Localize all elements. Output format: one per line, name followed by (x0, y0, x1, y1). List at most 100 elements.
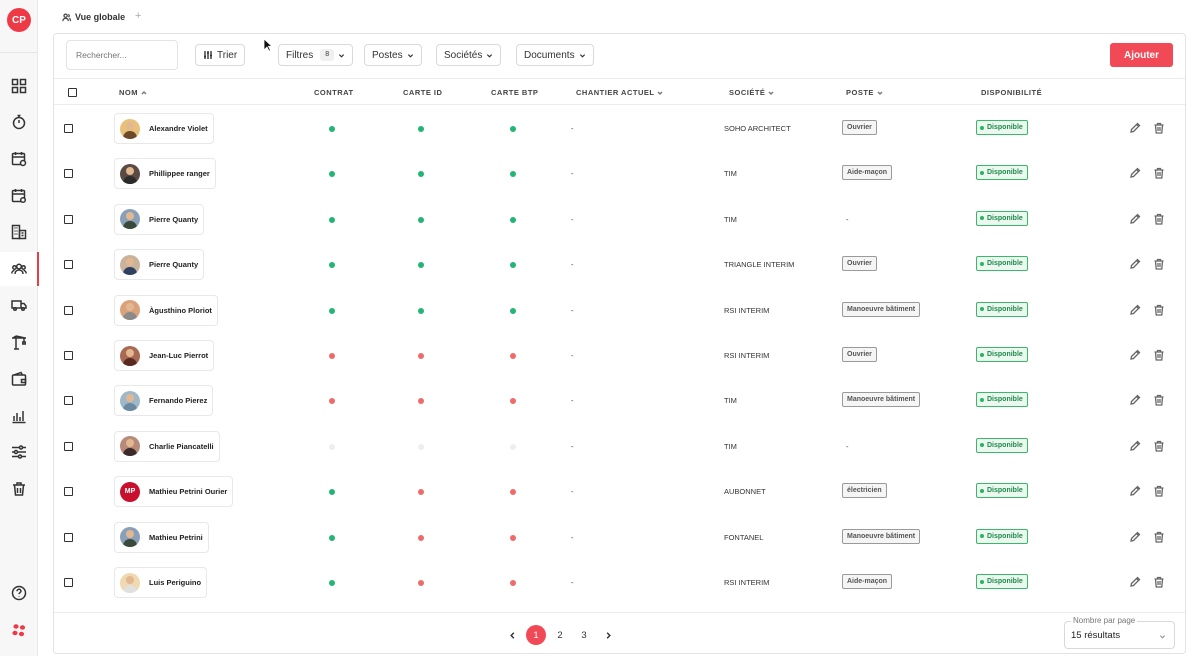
users-icon (11, 263, 27, 275)
edit-button[interactable] (1129, 484, 1141, 497)
table-row[interactable]: Alexandre Violet - SOHO ARCHITECT Ouvrier Di… (54, 106, 1185, 151)
sidebar-item-equipment[interactable] (0, 325, 38, 359)
delete-button[interactable] (1153, 575, 1165, 588)
column-header-chantier[interactable]: CHANTIER ACTUEL (576, 88, 663, 97)
per-page-value: 15 résultats (1071, 630, 1121, 641)
column-header-poste[interactable]: POSTE (846, 88, 883, 97)
edit-button[interactable] (1129, 393, 1141, 406)
row-checkbox[interactable] (64, 487, 73, 497)
edit-button[interactable] (1129, 303, 1141, 315)
column-label: CHANTIER ACTUEL (576, 88, 655, 97)
availability-label: Disponible (987, 124, 1023, 131)
sidebar-item-planning[interactable] (0, 142, 38, 176)
availability-badge: Disponible (976, 210, 1028, 226)
add-tab-button[interactable]: + (135, 10, 142, 22)
sidebar-item-users[interactable] (0, 252, 39, 286)
documents-dropdown[interactable]: Documents (516, 44, 594, 66)
availability-label: Disponible (987, 487, 1023, 495)
delete-button[interactable] (1153, 303, 1165, 316)
worker-name-chip[interactable]: Alexandre Violet (114, 113, 214, 144)
previous-page-button[interactable] (502, 625, 522, 645)
page-button-3[interactable]: 3 (581, 629, 587, 641)
societes-dropdown[interactable]: Sociétés (436, 44, 502, 66)
carte-btp-status-dot (510, 262, 516, 269)
search-input[interactable] (66, 40, 178, 70)
add-button[interactable]: Ajouter (1110, 43, 1173, 67)
delete-button[interactable] (1153, 212, 1165, 225)
per-page-select[interactable]: Nombre par page 15 résultats (1064, 616, 1175, 649)
edit-button[interactable] (1129, 121, 1141, 133)
sort-button[interactable]: Trier (195, 44, 246, 66)
table-row[interactable]: Jean-Luc Pierrot - RSI INTERIM Ouvrier Dispo… (54, 333, 1185, 378)
edit-button[interactable] (1129, 166, 1141, 179)
sidebar-item-buildings[interactable] (0, 215, 38, 249)
worker-name-chip[interactable]: Charlie Piancatelli (114, 430, 220, 462)
worker-name-chip[interactable]: Fernando Pierez (114, 385, 214, 417)
row-checkbox[interactable] (64, 578, 73, 587)
user-avatar-logo[interactable]: CP (7, 8, 31, 32)
worker-name-chip[interactable]: Pierre Quanty (114, 249, 205, 281)
row-checkbox[interactable] (64, 124, 73, 133)
edit-button[interactable] (1129, 348, 1141, 360)
table-row[interactable]: MP Mathieu Petrini Ourier - AUBONNET électri… (54, 469, 1185, 514)
worker-name-chip[interactable]: MP Mathieu Petrini Ourier (114, 476, 234, 508)
table-row[interactable]: Charlie Piancatelli - TIM - Disponible (54, 424, 1185, 469)
worker-name-chip[interactable]: Luis Periguino (114, 567, 208, 598)
postes-dropdown[interactable]: Postes (364, 44, 422, 66)
column-label: CARTE BTP (491, 88, 539, 97)
table-row[interactable]: Pierre Quanty - TRIANGLE INTERIM Ouvrier Dis… (54, 242, 1185, 287)
edit-button[interactable] (1129, 212, 1141, 224)
edit-button[interactable] (1129, 575, 1141, 587)
sidebar-item-dashboard[interactable] (0, 69, 38, 103)
sidebar-item-trash[interactable] (0, 472, 38, 506)
carte-id-status-dot (418, 307, 424, 314)
row-checkbox[interactable] (64, 396, 73, 406)
row-checkbox[interactable] (64, 441, 73, 451)
row-checkbox[interactable] (64, 214, 73, 224)
delete-button[interactable] (1153, 439, 1165, 452)
column-header-nom[interactable]: NOM (119, 88, 147, 97)
table-row[interactable]: Àgusthino Ploriot - RSI INTERIM Manoeuvre b… (54, 288, 1185, 333)
table-row[interactable]: Phillippee ranger - TIM Aide-maçon Disponibl… (54, 151, 1185, 196)
row-checkbox[interactable] (64, 305, 73, 315)
worker-name-chip[interactable]: Àgusthino Ploriot (114, 294, 218, 326)
column-header-societe[interactable]: SOCIÉTÉ (729, 88, 774, 97)
delete-button[interactable] (1153, 257, 1165, 270)
delete-button[interactable] (1153, 484, 1165, 497)
sidebar-item-brand[interactable] (0, 613, 38, 647)
sidebar-item-settings[interactable] (0, 435, 38, 469)
row-checkbox[interactable] (64, 351, 73, 360)
poste-badge: Aide-maçon (842, 574, 893, 589)
next-page-button[interactable] (598, 625, 618, 645)
edit-button[interactable] (1129, 530, 1141, 542)
worker-name-chip[interactable]: Pierre Quanty (114, 203, 205, 235)
row-checkbox[interactable] (64, 532, 73, 542)
table-row[interactable]: Luis Periguino - RSI INTERIM Aide-maçon Disp… (54, 560, 1185, 605)
worker-name-chip[interactable]: Jean-Luc Pierrot (114, 340, 215, 371)
sidebar-item-finance[interactable] (0, 362, 38, 396)
sidebar-item-help[interactable] (0, 576, 38, 610)
tab-vue-globale[interactable]: Vue globale (62, 12, 125, 22)
sidebar-item-timesheet[interactable] (0, 105, 38, 139)
page-button-1[interactable]: 1 (526, 625, 546, 645)
delete-button[interactable] (1153, 393, 1165, 407)
page-button-2[interactable]: 2 (557, 629, 563, 641)
delete-button[interactable] (1153, 530, 1165, 543)
delete-button[interactable] (1153, 348, 1165, 361)
filters-button[interactable]: Filtres 8 (278, 44, 354, 66)
sidebar-item-analytics[interactable] (0, 399, 38, 433)
table-row[interactable]: Mathieu Petrini - FONTANEL Manoeuvre bâtime… (54, 515, 1185, 560)
edit-button[interactable] (1129, 257, 1141, 270)
delete-button[interactable] (1153, 166, 1165, 180)
row-checkbox[interactable] (64, 260, 73, 270)
worker-name-chip[interactable]: Mathieu Petrini (114, 521, 209, 553)
delete-button[interactable] (1153, 121, 1165, 134)
worker-name-chip[interactable]: Phillippee ranger (114, 158, 216, 190)
select-all-checkbox[interactable] (68, 88, 77, 97)
sidebar-item-vehicles[interactable] (0, 288, 38, 322)
sidebar-item-schedule[interactable] (0, 179, 38, 213)
edit-button[interactable] (1129, 439, 1141, 451)
row-checkbox[interactable] (64, 169, 73, 179)
table-row[interactable]: Pierre Quanty - TIM - Disponible (54, 197, 1185, 242)
table-row[interactable]: Fernando Pierez - TIM Manoeuvre bâtiment Dis… (54, 378, 1185, 423)
